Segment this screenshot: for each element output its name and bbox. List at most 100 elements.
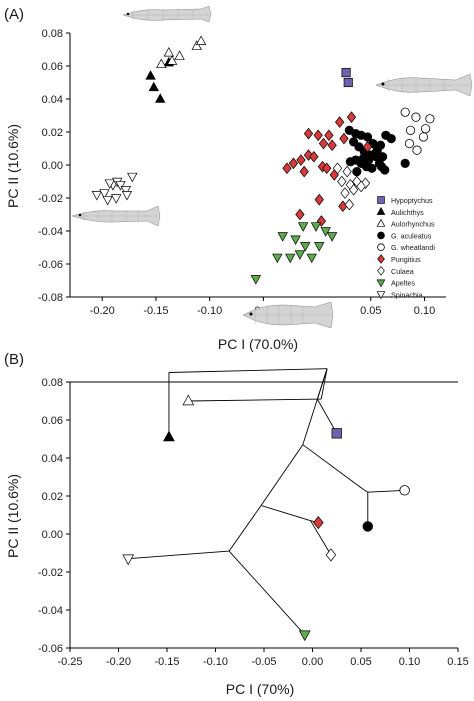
tree-branch: [316, 398, 338, 434]
legend-marker-pungitius: [377, 254, 385, 264]
legend-label-g-wheatlandi: G. wheatlandi: [391, 243, 435, 252]
point-culaea: [344, 198, 354, 211]
point-apeltes: [297, 222, 309, 232]
tip-g-aculeatus: [362, 521, 373, 532]
panel-b-tree: [128, 368, 405, 636]
legend-marker-culaea: [377, 265, 385, 276]
panel-b-x-tick-label: -0.05: [251, 656, 276, 668]
point-apeltes: [272, 253, 283, 264]
tree-branch: [168, 368, 328, 373]
point-spinachia: [110, 194, 122, 204]
point-pungitius: [338, 200, 348, 213]
point-culaea: [356, 180, 366, 193]
point-pungitius: [346, 111, 357, 123]
tree-branch: [302, 444, 363, 489]
point-culaea: [342, 165, 352, 178]
legend-label-aulorhynchus: Aulorhynchus: [391, 220, 435, 229]
point-spinachia: [91, 190, 103, 201]
point-aulorhynchus: [163, 47, 175, 57]
panel-b-x-tick-label: -0.25: [57, 656, 82, 668]
point-apeltes: [277, 232, 288, 242]
point-g-wheatlandi: [418, 132, 429, 142]
tip-pungitius: [313, 516, 324, 530]
panel-b-y-tick-label: -0.04: [38, 605, 63, 617]
point-pungitius: [295, 208, 305, 221]
point-culaea: [340, 187, 350, 199]
point-apeltes: [306, 253, 317, 264]
point-apeltes: [310, 222, 322, 232]
legend-label-aulichthys: Aulichthys: [391, 208, 424, 217]
panel-a-y-tick-label: 0.00: [42, 160, 63, 172]
panel-a-x-tick-label: 0.05: [360, 305, 381, 317]
panel-b-y-tick-label: -0.06: [38, 643, 63, 655]
point-pungitius: [288, 157, 299, 170]
point-pungitius: [296, 154, 306, 166]
point-g-aculeatus: [371, 152, 381, 162]
legend-marker-g-wheatlandi: [377, 243, 385, 252]
point-pungitius: [322, 162, 332, 175]
panel-a-ylabel: PC II (10.6%): [5, 124, 21, 208]
point-apeltes: [326, 232, 338, 242]
panel-b-label: (B): [4, 351, 24, 368]
point-apeltes: [285, 253, 296, 264]
panel-a-y-tick-label: -0.04: [38, 226, 63, 238]
point-aulichthys: [145, 70, 156, 80]
legend-marker-aulorhynchus: [376, 218, 386, 227]
panel-b-y-tick-label: -0.02: [38, 567, 63, 579]
tree-branch: [361, 488, 369, 493]
panel-a-y-tick-label: 0.08: [42, 28, 63, 40]
point-pungitius: [327, 139, 337, 152]
tree-branch: [128, 550, 230, 560]
point-g-aculeatus: [386, 134, 396, 144]
tree-branch: [367, 489, 405, 493]
legend-marker-spinachia: [376, 291, 386, 300]
point-spinachia: [127, 172, 138, 183]
point-spinachia: [104, 179, 115, 189]
point-aulorhynchus: [174, 50, 185, 60]
panel-a-x-tick-label: -0.15: [143, 305, 168, 317]
panel-a-legend: Hypoptychus Aulichthys Aulorhynchus G. acul…: [376, 196, 435, 300]
legend-label-culaea: Culaea: [391, 267, 414, 276]
panel-b-y-tick-label: 0.08: [42, 377, 63, 389]
point-g-aculeatus: [352, 167, 362, 177]
tip-culaea: [325, 548, 337, 562]
point-hypoptychus: [341, 68, 351, 78]
legend-label-spinachia: Spinachia: [391, 290, 423, 299]
tip-apeltes: [298, 630, 311, 642]
point-culaea: [337, 175, 347, 188]
fish-outline-top-icon: [122, 5, 212, 23]
point-pungitius: [314, 193, 324, 206]
panel-b-y-tick-label: 0.02: [42, 491, 63, 503]
point-pungitius: [309, 150, 319, 163]
tip-aulorhynchus: [182, 394, 195, 406]
point-aulichthys: [155, 93, 166, 103]
panel-b-xlabel: PC I (70%): [226, 681, 294, 697]
panel-a-points: [91, 35, 435, 285]
panel-a-y-tick-label: 0.06: [42, 61, 63, 73]
point-apeltes: [320, 227, 331, 237]
tree-branch: [228, 550, 306, 636]
legend-label-pungitius: Pungitius: [391, 255, 421, 264]
tree-branch: [320, 368, 328, 400]
point-aulorhynchus: [166, 55, 178, 65]
point-g-wheatlandi: [404, 138, 415, 149]
point-g-aculeatus: [400, 158, 410, 168]
tree-branch: [228, 505, 262, 552]
point-spinachia: [120, 186, 132, 196]
fish-outline-right-icon: [375, 73, 473, 97]
panel-a-x-tick-label: 0.10: [414, 305, 435, 317]
point-pungitius: [324, 129, 334, 142]
point-apeltes: [250, 275, 262, 285]
panel-b-y-tick-label: 0.04: [42, 453, 63, 465]
legend-marker-hypoptychus: [377, 196, 385, 204]
panel-b-x-tick-label: 0.10: [399, 656, 420, 668]
panel-b-x-tick-label: -0.15: [154, 656, 179, 668]
panel-b-x-tick-label: 0.05: [350, 656, 371, 668]
point-culaea: [348, 183, 359, 196]
tree-branch: [260, 444, 304, 506]
legend-marker-g-aculeatus: [377, 231, 385, 240]
tree-branch: [188, 398, 322, 402]
point-aulorhynchus: [191, 40, 202, 50]
tip-aulichthys: [163, 430, 175, 442]
point-pungitius: [303, 127, 314, 140]
